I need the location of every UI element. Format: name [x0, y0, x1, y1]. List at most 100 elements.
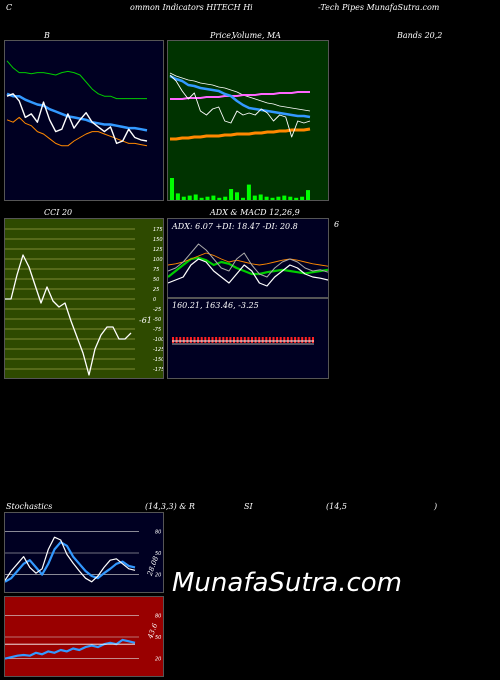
cci-tick-label-8: -25	[153, 307, 161, 313]
macd-bar-27	[268, 337, 271, 343]
cci-tick-label-4: 75	[153, 267, 159, 273]
macd-bar-21	[247, 337, 250, 343]
macd-bar-25	[261, 337, 264, 343]
volume-bar-5	[199, 197, 204, 200]
price-chart	[169, 72, 311, 200]
volume-bar-23	[306, 190, 310, 200]
cci-tick-label-14: -175	[153, 367, 163, 373]
macd-bar-11	[211, 337, 214, 343]
volume-bar-7	[211, 195, 216, 200]
adx-panel: ADX: 6.07 +DI: 18.47 -DI: 20.8	[167, 218, 329, 298]
rsi-params: (14,5	[326, 502, 347, 511]
adx-chart	[168, 243, 328, 287]
volume-bar-14	[252, 195, 257, 200]
cci-tick-label-2: 125	[153, 247, 163, 253]
stoch-tick-label-2: 20	[155, 573, 161, 579]
stochastics-label: Stochastics	[6, 502, 53, 511]
macd-bar-35	[297, 337, 300, 343]
volume-bar-13	[246, 184, 251, 200]
volume-bar-3	[187, 195, 192, 200]
macd-bar-15	[225, 337, 228, 343]
macd-bar-6	[193, 337, 196, 343]
cci-label: CCI 20	[44, 208, 73, 217]
header-letter: C	[6, 3, 13, 12]
price-series-1	[170, 91, 310, 100]
macd-bar-12	[215, 337, 218, 343]
macd-bar-26	[265, 337, 268, 343]
rsi-label: SI	[244, 502, 253, 511]
header-source: -Tech Pipes MunafaSutra.com	[318, 3, 440, 12]
side-value: 6	[334, 220, 340, 229]
cci-current-value: -61	[139, 316, 152, 325]
bollinger-series-2	[6, 116, 148, 147]
adx-series-2	[168, 243, 328, 278]
rsi-chart: 80 50 20	[5, 613, 161, 663]
header-indicators: ommon Indicators HITECH Hi	[130, 3, 253, 12]
cci-tick-label-1: 150	[153, 237, 163, 243]
stochastics-panel: 80 50 20 28.08	[4, 512, 164, 593]
macd-bar-14	[222, 337, 225, 343]
macd-bar-5	[189, 337, 192, 343]
macd-readout: 160.21, 163.46, -3.25	[172, 301, 259, 310]
cci-tick-label-0: 175	[153, 227, 163, 233]
rsi-tick-label-2: 20	[155, 657, 161, 663]
stoch-series-0	[5, 541, 136, 583]
macd-panel: 160.21, 163.46, -3.25	[167, 298, 329, 379]
macd-bar-39	[312, 337, 314, 343]
macd-bar-24	[258, 337, 261, 343]
macd-bar-33	[290, 337, 293, 343]
volume-bar-15	[258, 194, 263, 200]
macd-bar-7	[197, 337, 200, 343]
macd-bar-28	[272, 337, 275, 343]
cci-tick-label-13: -150	[153, 357, 163, 363]
rsi-tick-label-0: 80	[155, 613, 161, 619]
macd-bar-2	[179, 337, 182, 343]
volume-bar-4	[193, 194, 198, 200]
price-series-4	[169, 74, 311, 138]
stoch-tick-label-0: 80	[155, 529, 161, 535]
cci-tick-label-3: 100	[153, 257, 163, 263]
volume-bar-1	[175, 193, 180, 200]
cci-tick-label-6: 25	[153, 287, 159, 293]
rsi-panel: 80 50 20 43.6	[4, 596, 164, 677]
stoch-tick-label-1: 50	[155, 551, 161, 557]
bollinger-series-1	[6, 92, 148, 132]
bollinger-label: B	[44, 31, 50, 40]
volume-bar-2	[181, 196, 186, 200]
macd-bar-20	[243, 337, 246, 343]
price-series-0	[169, 72, 311, 112]
cci-panel: 175 150 125 100 75 50 25 0 -25 -50 -75 -100 -125 -150…	[4, 218, 164, 379]
cci-tick-label-12: -125	[153, 347, 163, 353]
macd-bar-22	[251, 337, 253, 343]
bands-label: Bands 20,2	[397, 31, 443, 40]
macd-bar-23	[254, 337, 257, 343]
macd-bar-34	[294, 337, 297, 343]
volume-bar-12	[241, 197, 245, 200]
macd-bar-30	[279, 337, 282, 343]
rsi-params-close: )	[434, 502, 438, 511]
price-panel	[167, 40, 329, 201]
volume-bar-16	[264, 196, 269, 200]
macd-bar-32	[286, 337, 289, 343]
macd-chart	[172, 337, 314, 345]
volume-bar-6	[205, 196, 210, 200]
volume-bar-8	[217, 197, 222, 200]
macd-bar-38	[308, 337, 311, 343]
bollinger-panel	[4, 40, 164, 201]
cci-tick-label-9: -50	[153, 317, 161, 323]
rsi-series-0	[5, 638, 136, 660]
rsi-tick-label-1: 50	[155, 635, 161, 641]
volume-bar-10	[229, 189, 234, 200]
price-series-3	[170, 127, 311, 141]
volume-bar-9	[223, 196, 228, 200]
macd-bar-18	[236, 337, 239, 343]
macd-bar-8	[200, 337, 203, 343]
volume-bar-18	[276, 196, 281, 200]
macd-bar-17	[233, 337, 235, 343]
macd-bar-0	[172, 337, 174, 343]
cci-tick-label-10: -75	[153, 327, 161, 333]
volume-bar-0	[170, 178, 174, 200]
macd-bar-19	[240, 337, 243, 343]
volume-bar-17	[270, 197, 275, 200]
bollinger-series-3	[6, 93, 148, 145]
